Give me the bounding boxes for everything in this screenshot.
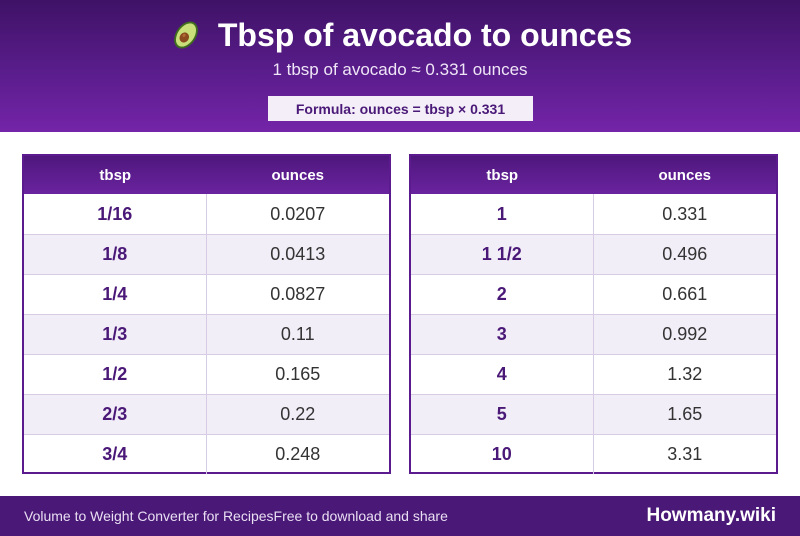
ounces-cell: 0.331 bbox=[662, 203, 708, 224]
tbsp-cell: 1/3 bbox=[24, 315, 207, 354]
column-header-tbsp: tbsp bbox=[486, 166, 519, 184]
footer-bar: Volume to Weight Converter for Recipes Fr… bbox=[0, 496, 800, 536]
conversion-table-left: tbsp ounces 1/16 0.0207 1/8 0.0413 1/4 0… bbox=[22, 154, 391, 474]
tbsp-cell: 2/3 bbox=[24, 395, 207, 434]
footer-caption: Volume to Weight Converter for Recipes Fr… bbox=[24, 496, 448, 536]
tbsp-cell: 1/2 bbox=[24, 355, 207, 394]
ounces-cell: 0.661 bbox=[662, 284, 708, 304]
footer-converter-text: Volume to Weight Converter for Recipes bbox=[24, 508, 274, 524]
ounces-cell: 0.0413 bbox=[270, 244, 326, 264]
column-header-ounces: ounces bbox=[271, 166, 324, 184]
tbsp-cell: 1/16 bbox=[24, 194, 207, 234]
table-header: tbsp ounces bbox=[411, 156, 776, 194]
table-body: 1/16 0.0207 1/8 0.0413 1/4 0.0827 1/3 0.… bbox=[24, 194, 389, 474]
avocado-icon bbox=[173, 21, 198, 49]
ounces-cell: 0.11 bbox=[280, 324, 315, 344]
column-header-ounces: ounces bbox=[658, 166, 711, 184]
ounces-cell: 0.22 bbox=[280, 404, 316, 424]
table-row: 1/16 0.0207 bbox=[24, 194, 389, 234]
ounces-cell: 1.65 bbox=[667, 404, 703, 424]
table-row: 10 3.31 bbox=[411, 434, 776, 474]
conversion-table-right: tbsp ounces 1 0.331 1 1/2 0.496 2 0.661 … bbox=[409, 154, 778, 474]
tbsp-cell: 1/8 bbox=[24, 235, 207, 274]
title-row: Tbsp of avocado to ounces bbox=[0, 14, 800, 56]
ounces-cell: 0.496 bbox=[662, 244, 708, 264]
ounces-cell: 0.165 bbox=[275, 364, 321, 384]
tbsp-cell: 5 bbox=[411, 395, 594, 434]
table-header: tbsp ounces bbox=[24, 156, 389, 194]
column-header-tbsp: tbsp bbox=[99, 166, 132, 184]
conversion-summary: 1 tbsp of avocado ≈ 0.331 ounces bbox=[272, 60, 528, 79]
tbsp-cell: 1 1/2 bbox=[411, 235, 594, 274]
table-body: 1 0.331 1 1/2 0.496 2 0.661 3 0.992 4 1.… bbox=[411, 194, 776, 474]
table-row: 4 1.32 bbox=[411, 354, 776, 394]
table-row: 2 0.661 bbox=[411, 274, 776, 314]
ounces-cell: 0.0207 bbox=[270, 203, 326, 224]
ounces-cell: 0.992 bbox=[662, 324, 708, 344]
ounces-cell: 1.32 bbox=[667, 364, 703, 384]
tbsp-cell: 3/4 bbox=[24, 435, 207, 474]
ounces-cell: 0.248 bbox=[275, 444, 321, 464]
tbsp-cell: 2 bbox=[411, 275, 594, 314]
table-row: 1/2 0.165 bbox=[24, 354, 389, 394]
table-row: 3/4 0.248 bbox=[24, 434, 389, 474]
table-row: 1/3 0.11 bbox=[24, 314, 389, 354]
tbsp-cell: 3 bbox=[411, 315, 594, 354]
table-row: 1 1/2 0.496 bbox=[411, 234, 776, 274]
ounces-cell: 0.0827 bbox=[270, 284, 326, 304]
table-row: 5 1.65 bbox=[411, 394, 776, 434]
table-row: 1/8 0.0413 bbox=[24, 234, 389, 274]
table-row: 1/4 0.0827 bbox=[24, 274, 389, 314]
ounces-cell: 3.31 bbox=[667, 444, 703, 464]
table-row: 1 0.331 bbox=[411, 194, 776, 234]
footer-share-text: Free to download and share bbox=[273, 508, 448, 524]
table-row: 2/3 0.22 bbox=[24, 394, 389, 434]
table-row: 3 0.992 bbox=[411, 314, 776, 354]
tbsp-cell: 10 bbox=[411, 435, 594, 474]
brand-logo[interactable]: Howmany.wiki bbox=[646, 505, 776, 526]
header-banner: Tbsp of avocado to ounces 1 tbsp of avoc… bbox=[0, 0, 800, 132]
tbsp-cell: 1 bbox=[411, 194, 594, 234]
formula-badge: Formula: ounces = tbsp × 0.331 bbox=[268, 96, 533, 121]
tbsp-cell: 4 bbox=[411, 355, 594, 394]
page-title: Tbsp of avocado to ounces bbox=[217, 16, 633, 53]
tbsp-cell: 1/4 bbox=[24, 275, 207, 314]
